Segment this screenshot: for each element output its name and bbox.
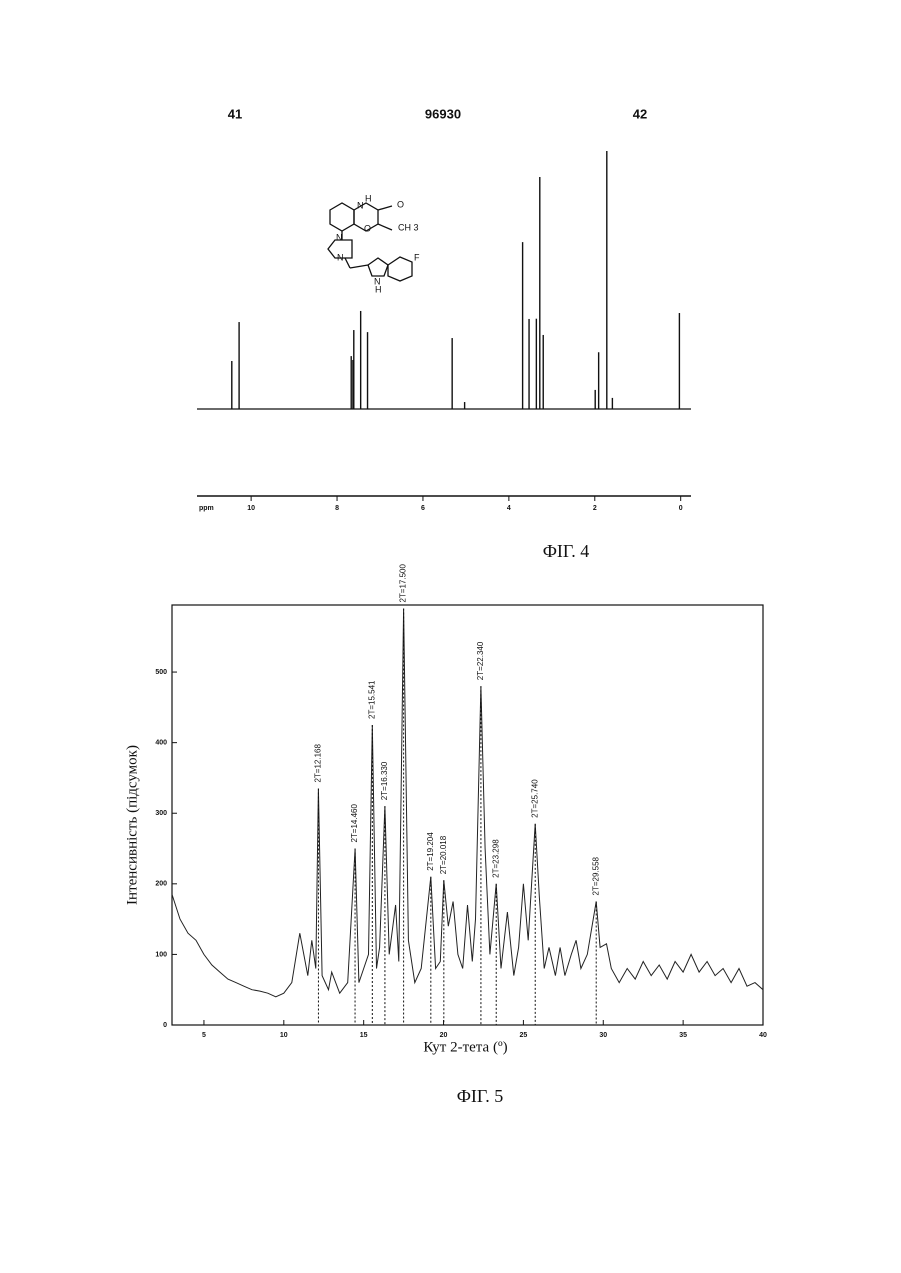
atom-label: N	[357, 200, 364, 210]
atom-label: N	[337, 252, 344, 262]
page-number-right: 42	[633, 106, 647, 121]
x-tick-label: 4	[507, 505, 511, 512]
peak-label: 2T=17.500	[399, 564, 408, 603]
peak-label: 2T=23.298	[491, 839, 500, 878]
x-tick-label: 0	[679, 505, 683, 512]
x-tick-label: 40	[759, 1032, 767, 1039]
x-tick-label: 35	[679, 1032, 687, 1039]
atom-label: O	[397, 199, 404, 209]
x-tick-label: 20	[440, 1032, 448, 1039]
page: 41 96930 42 H N O O CH 3 N N F N H ppm10…	[0, 0, 901, 1273]
x-axis-title: Кут 2-тета (º)	[423, 1039, 507, 1055]
x-tick-label: 25	[520, 1032, 528, 1039]
y-tick-label: 400	[155, 739, 167, 746]
peak-label: 2T=12.168	[314, 744, 323, 783]
x-tick-label: 2	[593, 505, 597, 512]
page-number-left: 41	[228, 106, 242, 121]
y-tick-label: 0	[163, 1022, 167, 1029]
x-tick-label: 15	[360, 1032, 368, 1039]
peak-label: 2T=25.740	[530, 779, 539, 818]
peak-label: 2T=29.558	[591, 856, 600, 895]
atom-label: H	[365, 193, 372, 203]
peak-label: 2T=15.541	[367, 680, 376, 719]
peak-label: 2T=20.018	[439, 835, 448, 874]
peak-label: 2T=19.204	[426, 832, 435, 871]
x-tick-label: 5	[202, 1032, 206, 1039]
peak-label: 2T=16.330	[380, 761, 389, 800]
x-tick-label: 30	[599, 1032, 607, 1039]
atom-label: F	[414, 252, 420, 262]
y-tick-label: 100	[155, 951, 167, 958]
y-axis-title: Інтенсивність (підсумок)	[124, 745, 140, 905]
y-tick-label: 200	[155, 881, 167, 888]
x-tick-label: 10	[247, 505, 255, 512]
x-tick-label: 10	[280, 1032, 288, 1039]
atom-label: H	[375, 284, 382, 294]
atom-label: N	[336, 232, 343, 242]
figure-caption: ФІГ. 4	[543, 541, 590, 561]
x-tick-label: 6	[421, 505, 425, 512]
x-axis-label: ppm	[199, 505, 214, 512]
figure-caption: ФІГ. 5	[457, 1086, 504, 1106]
peak-label: 2T=22.340	[476, 641, 485, 680]
patent-number: 96930	[425, 106, 461, 121]
atom-label: O	[364, 223, 371, 233]
pattern-line	[172, 609, 763, 997]
peak-label: 2T=14.460	[350, 804, 359, 843]
x-tick-label: 8	[335, 505, 339, 512]
y-tick-label: 500	[155, 669, 167, 676]
atom-label: CH 3	[398, 222, 419, 232]
y-tick-label: 300	[155, 810, 167, 817]
